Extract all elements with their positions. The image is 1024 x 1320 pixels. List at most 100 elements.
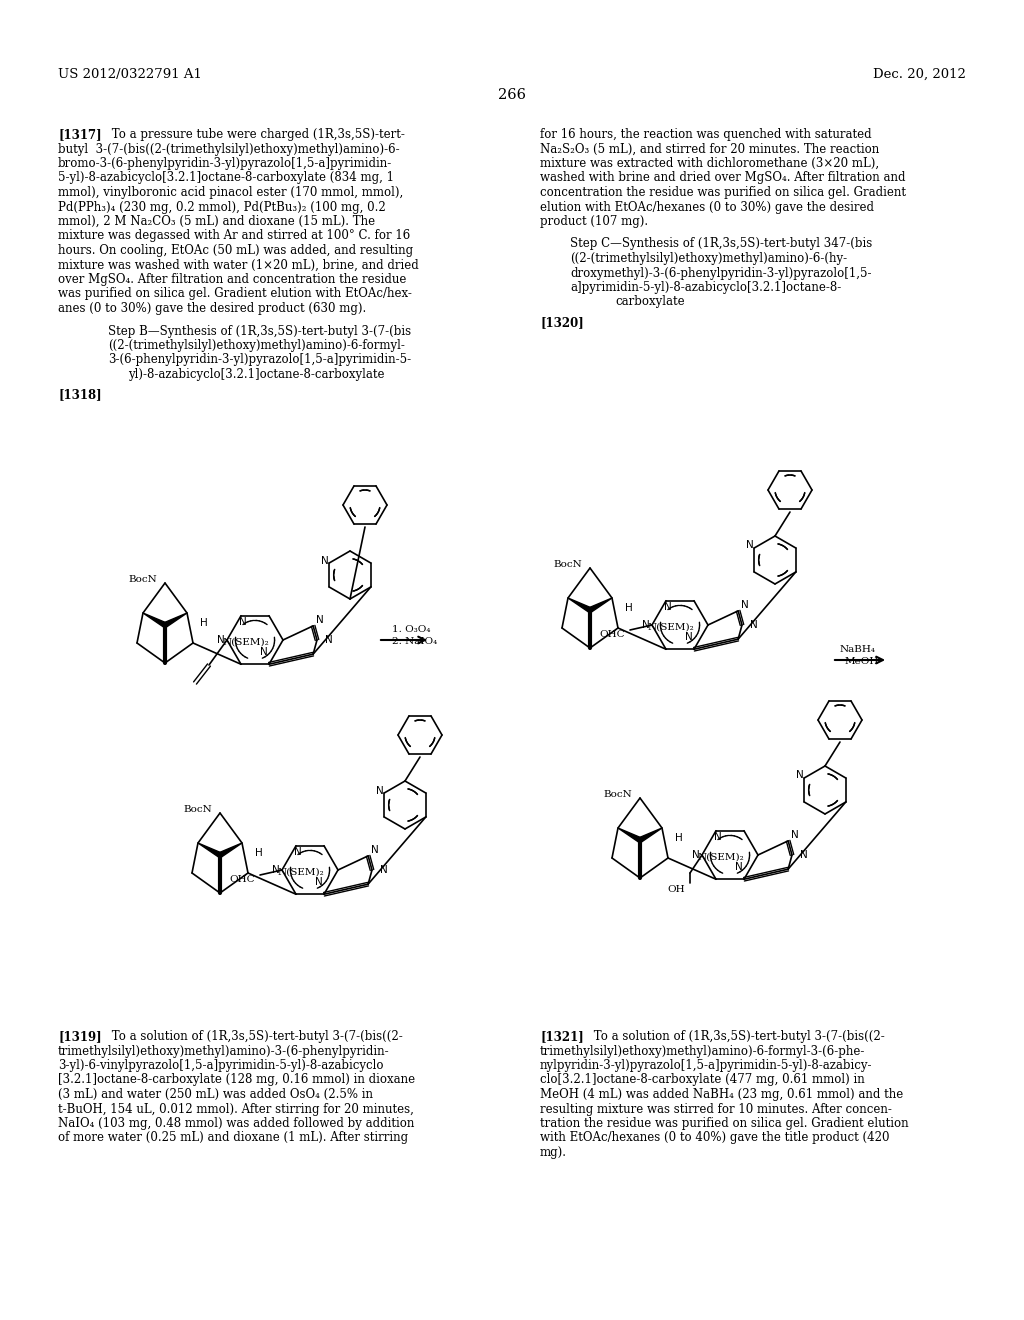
- Text: washed with brine and dried over MgSO₄. After filtration and: washed with brine and dried over MgSO₄. …: [540, 172, 905, 185]
- Text: nylpyridin-3-yl)pyrazolo[1,5-a]pyrimidin-5-yl)-8-azabicy-: nylpyridin-3-yl)pyrazolo[1,5-a]pyrimidin…: [540, 1059, 872, 1072]
- Text: trimethylsilyl)ethoxy)methyl)amino)-6-formyl-3-(6-phe-: trimethylsilyl)ethoxy)methyl)amino)-6-fo…: [540, 1044, 865, 1057]
- Text: N(SEM)₂: N(SEM)₂: [222, 638, 269, 647]
- Text: [1318]: [1318]: [58, 388, 101, 401]
- Text: Dec. 20, 2012: Dec. 20, 2012: [873, 69, 966, 81]
- Text: N: N: [325, 635, 333, 645]
- Text: 266: 266: [498, 88, 526, 102]
- Text: N: N: [642, 620, 650, 630]
- Text: 3-(6-phenylpyridin-3-yl)pyrazolo[1,5-a]pyrimidin-5-: 3-(6-phenylpyridin-3-yl)pyrazolo[1,5-a]p…: [108, 354, 411, 367]
- Text: H: H: [255, 847, 263, 858]
- Text: N: N: [294, 846, 302, 857]
- Text: N: N: [741, 599, 749, 610]
- Text: [1320]: [1320]: [540, 315, 584, 329]
- Text: (3 mL) and water (250 mL) was added OsO₄ (2.5% in: (3 mL) and water (250 mL) was added OsO₄…: [58, 1088, 373, 1101]
- Text: Pd(PPh₃)₄ (230 mg, 0.2 mmol), Pd(PtBu₃)₂ (100 mg, 0.2: Pd(PPh₃)₄ (230 mg, 0.2 mmol), Pd(PtBu₃)₂…: [58, 201, 386, 214]
- Text: 2. NaIO₄: 2. NaIO₄: [392, 638, 437, 645]
- Text: N: N: [750, 620, 758, 630]
- Text: [1317]: [1317]: [58, 128, 101, 141]
- Text: was purified on silica gel. Gradient elution with EtOAc/hex-: was purified on silica gel. Gradient elu…: [58, 288, 412, 301]
- Text: concentration the residue was purified on silica gel. Gradient: concentration the residue was purified o…: [540, 186, 906, 199]
- Text: of more water (0.25 mL) and dioxane (1 mL). After stirring: of more water (0.25 mL) and dioxane (1 m…: [58, 1131, 409, 1144]
- Polygon shape: [618, 828, 641, 842]
- Text: Na₂S₂O₃ (5 mL), and stirred for 20 minutes. The reaction: Na₂S₂O₃ (5 mL), and stirred for 20 minut…: [540, 143, 880, 156]
- Text: N: N: [240, 616, 247, 627]
- Polygon shape: [568, 598, 591, 612]
- Text: [1321]: [1321]: [540, 1030, 584, 1043]
- Text: BocN: BocN: [603, 789, 632, 799]
- Text: N: N: [316, 615, 324, 624]
- Text: NaIO₄ (103 mg, 0.48 mmol) was added followed by addition: NaIO₄ (103 mg, 0.48 mmol) was added foll…: [58, 1117, 415, 1130]
- Text: mixture was washed with water (1×20 mL), brine, and dried: mixture was washed with water (1×20 mL),…: [58, 259, 419, 272]
- Text: bromo-3-(6-phenylpyridin-3-yl)pyrazolo[1,5-a]pyrimidin-: bromo-3-(6-phenylpyridin-3-yl)pyrazolo[1…: [58, 157, 392, 170]
- Text: BocN: BocN: [128, 576, 157, 583]
- Text: N: N: [371, 845, 379, 855]
- Text: product (107 mg).: product (107 mg).: [540, 215, 648, 228]
- Text: [3.2.1]octane-8-carboxylate (128 mg, 0.16 mmol) in dioxane: [3.2.1]octane-8-carboxylate (128 mg, 0.1…: [58, 1073, 415, 1086]
- Text: N: N: [376, 785, 384, 796]
- Text: trimethylsilyl)ethoxy)methyl)amino)-3-(6-phenylpyridin-: trimethylsilyl)ethoxy)methyl)amino)-3-(6…: [58, 1044, 389, 1057]
- Text: elution with EtOAc/hexanes (0 to 30%) gave the desired: elution with EtOAc/hexanes (0 to 30%) ga…: [540, 201, 874, 214]
- Text: US 2012/0322791 A1: US 2012/0322791 A1: [58, 69, 202, 81]
- Text: [1319]: [1319]: [58, 1030, 101, 1043]
- Text: BocN: BocN: [183, 805, 212, 814]
- Text: N: N: [692, 850, 699, 861]
- Text: N: N: [321, 556, 329, 565]
- Text: H: H: [675, 833, 683, 843]
- Text: ((2-(trimethylsilyl)ethoxy)methyl)amino)-6-(hy-: ((2-(trimethylsilyl)ethoxy)methyl)amino)…: [570, 252, 847, 265]
- Text: N: N: [792, 830, 799, 840]
- Text: droxymethyl)-3-(6-phenylpyridin-3-yl)pyrazolo[1,5-: droxymethyl)-3-(6-phenylpyridin-3-yl)pyr…: [570, 267, 871, 280]
- Text: tration the residue was purified on silica gel. Gradient elution: tration the residue was purified on sili…: [540, 1117, 908, 1130]
- Text: anes (0 to 30%) gave the desired product (630 mg).: anes (0 to 30%) gave the desired product…: [58, 302, 367, 315]
- Text: over MgSO₄. After filtration and concentration the residue: over MgSO₄. After filtration and concent…: [58, 273, 407, 286]
- Text: N: N: [685, 632, 693, 642]
- Text: yl)-8-azabicyclo[3.2.1]octane-8-carboxylate: yl)-8-azabicyclo[3.2.1]octane-8-carboxyl…: [128, 368, 384, 381]
- Text: mmol), 2 M Na₂CO₃ (5 mL) and dioxane (15 mL). The: mmol), 2 M Na₂CO₃ (5 mL) and dioxane (15…: [58, 215, 375, 228]
- Text: a]pyrimidin-5-yl)-8-azabicyclo[3.2.1]octane-8-: a]pyrimidin-5-yl)-8-azabicyclo[3.2.1]oct…: [570, 281, 842, 294]
- Text: N: N: [714, 832, 722, 842]
- Text: N: N: [217, 635, 225, 645]
- Text: H: H: [625, 603, 633, 612]
- Text: OHC: OHC: [599, 630, 625, 639]
- Text: 1. O₃O₄: 1. O₃O₄: [392, 624, 430, 634]
- Text: N: N: [380, 865, 388, 875]
- Text: Step C—Synthesis of (1R,3s,5S)-tert-butyl 347-(bis: Step C—Synthesis of (1R,3s,5S)-tert-buty…: [570, 238, 872, 251]
- Text: butyl  3-(7-(bis((2-(trimethylsilyl)ethoxy)methyl)amino)-6-: butyl 3-(7-(bis((2-(trimethylsilyl)ethox…: [58, 143, 399, 156]
- Text: OH: OH: [668, 884, 685, 894]
- Text: resulting mixture was stirred for 10 minutes. After concen-: resulting mixture was stirred for 10 min…: [540, 1102, 892, 1115]
- Text: OHC: OHC: [229, 875, 255, 884]
- Text: N: N: [746, 540, 754, 550]
- Polygon shape: [639, 828, 662, 842]
- Text: N: N: [735, 862, 742, 873]
- Text: N(SEM)₂: N(SEM)₂: [697, 853, 744, 862]
- Polygon shape: [143, 612, 166, 627]
- Text: MeOH: MeOH: [845, 657, 880, 667]
- Text: MeOH (4 mL) was added NaBH₄ (23 mg, 0.61 mmol) and the: MeOH (4 mL) was added NaBH₄ (23 mg, 0.61…: [540, 1088, 903, 1101]
- Text: N: N: [272, 865, 280, 875]
- Text: ((2-(trimethylsilyl)ethoxy)methyl)amino)-6-formyl-: ((2-(trimethylsilyl)ethoxy)methyl)amino)…: [108, 339, 404, 352]
- Text: N: N: [665, 602, 672, 611]
- Text: for 16 hours, the reaction was quenched with saturated: for 16 hours, the reaction was quenched …: [540, 128, 871, 141]
- Text: carboxylate: carboxylate: [615, 296, 685, 309]
- Text: 3-yl)-6-vinylpyrazolo[1,5-a]pyrimidin-5-yl)-8-azabicyclo: 3-yl)-6-vinylpyrazolo[1,5-a]pyrimidin-5-…: [58, 1059, 384, 1072]
- Text: mg).: mg).: [540, 1146, 567, 1159]
- Text: N: N: [260, 647, 268, 657]
- Text: N: N: [796, 771, 804, 780]
- Text: To a pressure tube were charged (1R,3s,5S)-tert-: To a pressure tube were charged (1R,3s,5…: [100, 128, 404, 141]
- Text: N: N: [315, 876, 323, 887]
- Text: clo[3.2.1]octane-8-carboxylate (477 mg, 0.61 mmol) in: clo[3.2.1]octane-8-carboxylate (477 mg, …: [540, 1073, 864, 1086]
- Text: N: N: [800, 850, 808, 861]
- Text: hours. On cooling, EtOAc (50 mL) was added, and resulting: hours. On cooling, EtOAc (50 mL) was add…: [58, 244, 413, 257]
- Text: H: H: [200, 618, 208, 628]
- Text: NaBH₄: NaBH₄: [840, 645, 876, 653]
- Polygon shape: [164, 612, 187, 627]
- Text: t-BuOH, 154 uL, 0.012 mmol). After stirring for 20 minutes,: t-BuOH, 154 uL, 0.012 mmol). After stirr…: [58, 1102, 414, 1115]
- Text: mmol), vinylboronic acid pinacol ester (170 mmol, mmol),: mmol), vinylboronic acid pinacol ester (…: [58, 186, 403, 199]
- Text: BocN: BocN: [553, 560, 582, 569]
- Text: To a solution of (1R,3s,5S)-tert-butyl 3-(7-(bis((2-: To a solution of (1R,3s,5S)-tert-butyl 3…: [582, 1030, 885, 1043]
- Text: N(SEM)₂: N(SEM)₂: [647, 623, 694, 632]
- Polygon shape: [198, 843, 221, 857]
- Polygon shape: [589, 598, 612, 612]
- Text: To a solution of (1R,3s,5S)-tert-butyl 3-(7-(bis((2-: To a solution of (1R,3s,5S)-tert-butyl 3…: [100, 1030, 402, 1043]
- Polygon shape: [219, 843, 242, 857]
- Text: mixture was extracted with dichloromethane (3×20 mL),: mixture was extracted with dichlorometha…: [540, 157, 880, 170]
